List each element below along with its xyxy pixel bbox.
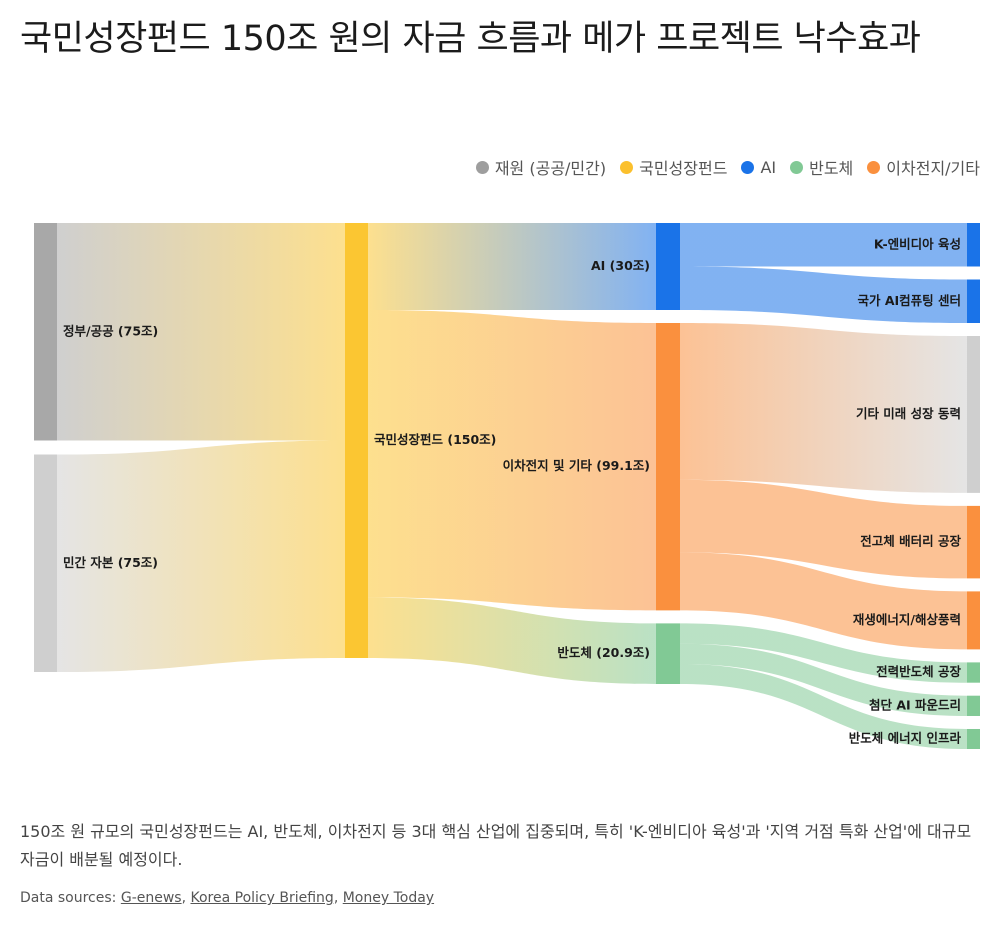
- legend-item-battery: 이차전지/기타: [867, 155, 980, 179]
- sankey-chart: 정부/공공 (75조) 민간 자본 (75조) 국민성장펀드 (150조) AI (3…: [34, 223, 980, 749]
- links-layer: [57, 223, 967, 749]
- sankey-node-semi: [656, 623, 680, 684]
- legend-label: AI: [760, 157, 777, 177]
- legend-label: 이차전지/기타: [886, 159, 980, 178]
- legend: 재원 (공공/민간) 국민성장펀드 AI 반도체 이차전지/기타: [475, 155, 980, 179]
- sankey-link-ai-knvidia: [680, 223, 967, 267]
- sankey-node-label-semi: 반도체 (20.9조): [557, 645, 650, 660]
- sankey-node-label-semienergy: 반도체 에너지 인프라: [849, 730, 962, 745]
- sankey-node-allsolid: [967, 505, 980, 579]
- sankey-node-battery: [656, 323, 680, 611]
- legend-item-funding: 재원 (공공/민간): [475, 155, 607, 179]
- sankey-node-label-renew: 재생에너지/해상풍력: [853, 612, 961, 627]
- sankey-node-label-private: 민간 자본 (75조): [63, 555, 158, 570]
- legend-label: 국민성장펀드: [639, 159, 728, 178]
- source-link-genews[interactable]: G-enews: [120, 890, 182, 906]
- sources-prefix: Data sources:: [20, 890, 121, 906]
- sankey-node-fund: [345, 223, 368, 658]
- legend-label: 재원 (공공/민간): [494, 159, 607, 178]
- source-link-korea-policy-briefing[interactable]: Korea Policy Briefing: [190, 890, 334, 906]
- legend-swatch: [620, 160, 634, 174]
- sankey-node-gov: [34, 223, 57, 441]
- legend-item-ai: AI: [741, 158, 776, 177]
- sankey-node-label-ai: AI (30조): [591, 258, 650, 273]
- sankey-link-gov-fund: [57, 223, 345, 441]
- sankey-link-fund-semi: [368, 597, 656, 684]
- sankey-link-semi-semienergy: [680, 663, 967, 749]
- legend-label: 반도체: [809, 159, 854, 178]
- sankey-node-label-allsolid: 전고체 배터리 공장: [860, 534, 961, 549]
- legend-swatch: [741, 160, 755, 174]
- sankey-node-private: [34, 454, 57, 672]
- sankey-node-label-powersemi: 전력반도체 공장: [876, 664, 961, 679]
- sankey-node-ai: [656, 223, 680, 310]
- source-link-money-today[interactable]: Money Today: [342, 890, 435, 906]
- sankey-link-fund-ai: [368, 223, 656, 310]
- sankey-link-battery-renew: [680, 552, 967, 650]
- sankey-node-foundry: [967, 695, 980, 716]
- sankey-node-label-future: 기타 미래 성장 동력: [856, 406, 961, 421]
- sankey-link-battery-allsolid: [680, 479, 967, 579]
- sankey-node-renew: [967, 591, 980, 650]
- sankey-node-label-gov: 정부/공공 (75조): [63, 323, 158, 338]
- sankey-link-private-fund: [57, 440, 345, 672]
- chart-title: 국민성장펀드 150조 원의 자금 흐름과 메가 프로젝트 낙수효과: [20, 19, 921, 59]
- legend-item-semiconductor: 반도체: [790, 155, 853, 179]
- sankey-node-aicenter: [967, 279, 980, 323]
- legend-swatch: [790, 160, 804, 174]
- sankey-node-label-foundry: 첨단 AI 파운드리: [869, 697, 961, 712]
- sankey-node-label-fund: 국민성장펀드 (150조): [374, 432, 496, 447]
- sankey-link-semi-foundry: [680, 643, 967, 716]
- labels-layer: 정부/공공 (75조) 민간 자본 (75조) 국민성장펀드 (150조) AI (3…: [63, 236, 961, 745]
- sankey-node-label-aicenter: 국가 AI컴퓨팅 센터: [857, 293, 961, 308]
- chart-caption: 150조 원 규모의 국민성장펀드는 AI, 반도체, 이차전지 등 3대 핵심…: [20, 822, 972, 869]
- sankey-node-label-knvidia: K-엔비디아 육성: [874, 236, 961, 251]
- sankey-node-powersemi: [967, 662, 980, 683]
- sankey-link-semi-powersemi: [680, 623, 967, 683]
- data-sources: Data sources: G-enews, Korea Policy Brie…: [20, 890, 435, 906]
- legend-swatch: [475, 160, 489, 174]
- nodes-layer: [34, 223, 980, 749]
- sankey-node-label-battery: 이차전지 및 기타 (99.1조): [503, 458, 650, 473]
- sankey-link-ai-aicenter: [680, 266, 967, 323]
- legend-swatch: [867, 160, 881, 174]
- legend-item-fund: 국민성장펀드: [620, 155, 727, 179]
- sankey-node-future: [967, 336, 980, 493]
- sankey-node-semienergy: [967, 728, 980, 749]
- sankey-link-fund-battery: [368, 310, 656, 611]
- sankey-node-knvidia: [967, 223, 980, 267]
- sankey-link-battery-future: [680, 323, 967, 493]
